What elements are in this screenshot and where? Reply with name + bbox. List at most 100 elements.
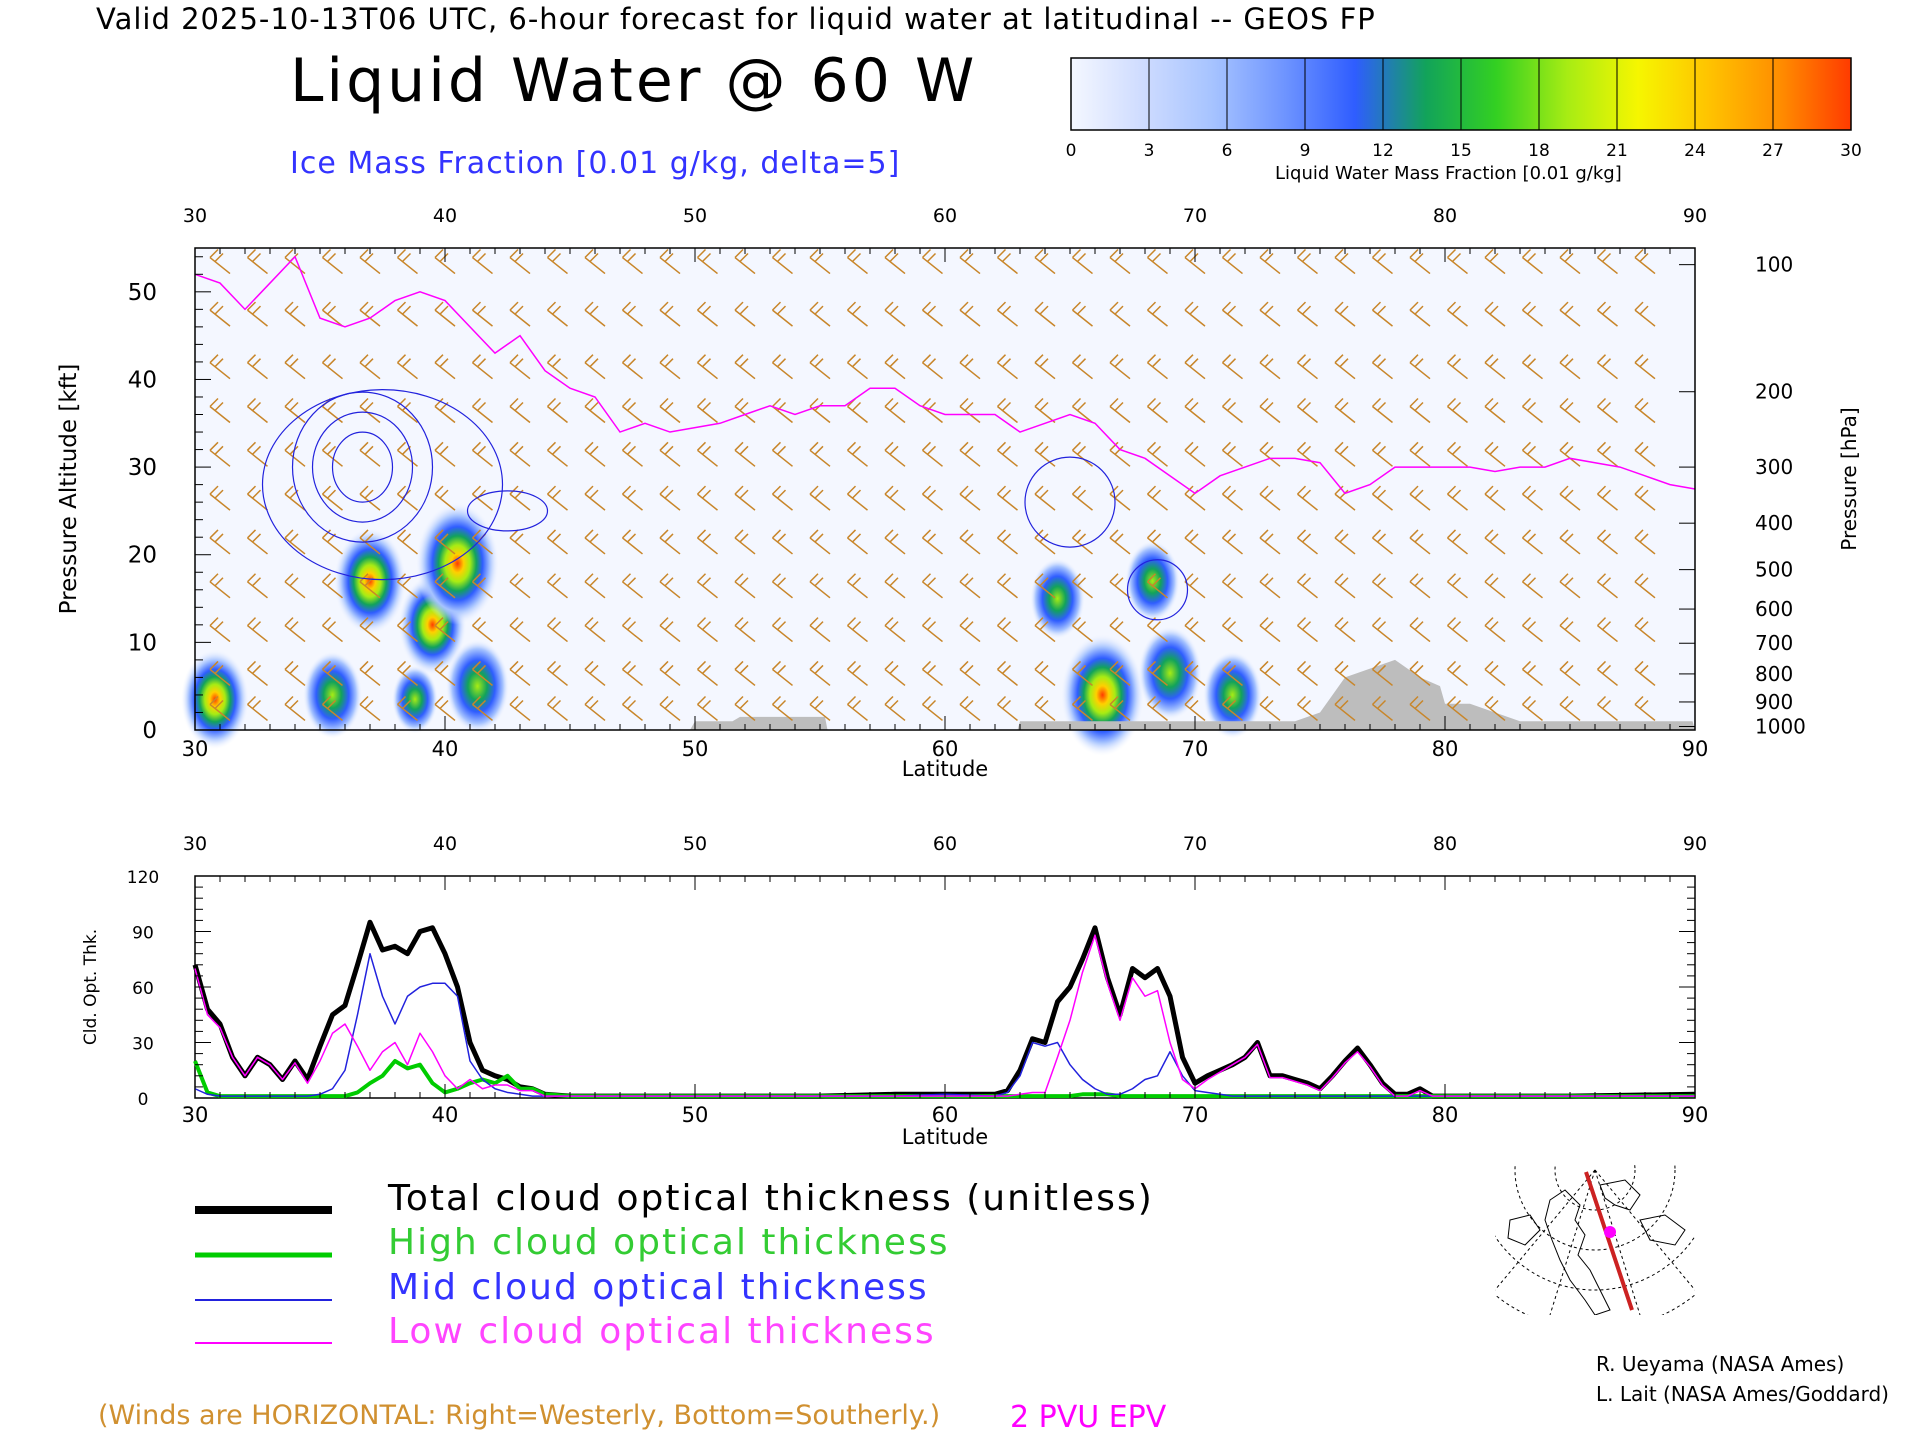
wind-barb	[996, 660, 1018, 687]
wind-barb	[846, 248, 868, 275]
liquid-water-region	[445, 639, 510, 733]
wind-barb	[921, 660, 943, 687]
wind-barb	[246, 397, 268, 424]
wind-barb	[959, 529, 981, 555]
wind-barb	[1071, 397, 1093, 424]
wind-barb	[846, 354, 868, 380]
wind-barb	[209, 529, 231, 555]
wind-barb	[434, 660, 456, 687]
wind-barb	[359, 248, 381, 275]
pressure-axis-label: Pressure [hPa]	[1837, 407, 1861, 550]
wind-barb	[959, 485, 981, 511]
wind-barb	[621, 301, 643, 327]
wind-barb	[809, 485, 831, 511]
wind-barb	[1409, 354, 1431, 380]
wind-barb	[1259, 529, 1281, 555]
wind-barb	[659, 248, 681, 275]
colorbar	[1070, 57, 1852, 131]
wind-barb	[1221, 441, 1243, 467]
x-tick-label-top: 80	[1433, 205, 1457, 227]
wind-barb	[359, 441, 381, 467]
wind-barb	[1446, 485, 1468, 511]
wind-barb	[471, 617, 493, 643]
wind-barb	[1409, 485, 1431, 511]
pressure-tick-label: 800	[1755, 662, 1793, 686]
wind-barb	[359, 485, 381, 511]
wind-barb	[659, 529, 681, 555]
wind-barb	[471, 573, 493, 599]
wind-barb	[621, 397, 643, 424]
wind-barb	[1259, 301, 1281, 327]
wind-barb	[696, 695, 718, 722]
wind-barb	[1559, 397, 1581, 424]
x-tick-label-top: 30	[183, 205, 207, 227]
x-tick-label-top: 40	[433, 205, 457, 227]
wind-barb	[434, 617, 456, 643]
wind-barb	[1034, 485, 1056, 511]
ice-contour-label: Ice Mass Fraction [0.01 g/kg, delta=5]	[290, 146, 901, 181]
liquid-water-region	[1030, 558, 1085, 639]
wind-barb	[1371, 529, 1393, 555]
y-tick-label: 90	[132, 924, 154, 944]
wind-barb	[1409, 397, 1431, 424]
wind-barb	[1371, 485, 1393, 511]
wind-barb	[546, 660, 568, 687]
wind-barb	[1221, 529, 1243, 555]
wind-barb	[1559, 529, 1581, 555]
wind-barb	[1634, 573, 1656, 599]
wind-barb	[1034, 354, 1056, 380]
credit-line-2: L. Lait (NASA Ames/Goddard)	[1596, 1382, 1889, 1406]
wind-barb	[1109, 301, 1131, 327]
optical-thickness-chart: 30 30 40 40 50 50 60 60 70 70 80 80 90 90 Latitude 0 30 6…	[81, 833, 1708, 1149]
wind-barb	[1596, 485, 1618, 511]
wind-barb	[696, 354, 718, 380]
y-tick-label: 20	[128, 543, 157, 569]
wind-barb	[1484, 660, 1506, 687]
ice-contour	[311, 411, 414, 523]
wind-barb	[284, 617, 306, 643]
wind-barb	[284, 397, 306, 424]
wind-barb	[809, 695, 831, 722]
colorbar-tick-label: 12	[1372, 141, 1394, 161]
wind-barb	[1521, 441, 1543, 467]
wind-barb	[734, 617, 756, 643]
wind-barb	[246, 660, 268, 687]
wind-barb	[996, 529, 1018, 555]
wind-barb	[1034, 617, 1056, 643]
wind-barb	[771, 441, 793, 467]
wind-barb	[1559, 301, 1581, 327]
wind-barb	[1409, 301, 1431, 327]
wind-barb	[846, 695, 868, 722]
x-tick-label: 50	[682, 737, 709, 761]
wind-barb	[1446, 301, 1468, 327]
colorbar-tick-label: 3	[1143, 141, 1155, 161]
wind-barb	[696, 529, 718, 555]
wind-barb	[1484, 695, 1506, 722]
wind-barb	[1446, 354, 1468, 380]
wind-barb	[1259, 248, 1281, 275]
wind-barb	[1296, 529, 1318, 555]
wind-barb	[771, 695, 793, 722]
wind-barb	[1146, 248, 1168, 275]
wind-barb	[1259, 617, 1281, 643]
ice-contour	[261, 389, 504, 581]
wind-barb	[1259, 695, 1281, 722]
colorbar-tick-label: 27	[1762, 141, 1784, 161]
wind-barb	[809, 617, 831, 643]
wind-barb	[771, 617, 793, 643]
wind-barb	[1109, 617, 1131, 643]
wind-barb	[1596, 397, 1618, 424]
wind-barb	[1296, 354, 1318, 380]
wind-barb	[1221, 695, 1243, 722]
wind-barb	[809, 573, 831, 599]
wind-barb	[996, 573, 1018, 599]
wind-barb	[1184, 441, 1206, 467]
wind-barb	[1109, 485, 1131, 511]
wind-barb	[1446, 660, 1468, 687]
wind-barb	[1071, 660, 1093, 687]
wind-barb	[1221, 248, 1243, 275]
colorbar-tick-label: 24	[1684, 141, 1706, 161]
wind-barb	[546, 301, 568, 327]
wind-barb	[696, 301, 718, 327]
wind-barb	[284, 660, 306, 687]
